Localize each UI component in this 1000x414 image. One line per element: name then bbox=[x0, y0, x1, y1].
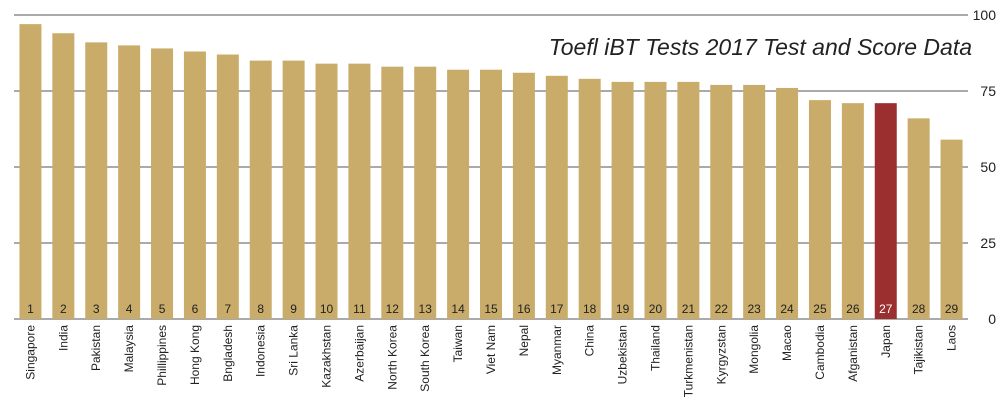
rank-label: 22 bbox=[715, 302, 729, 316]
bar bbox=[348, 63, 371, 319]
bar bbox=[315, 63, 338, 319]
rank-label: 4 bbox=[126, 302, 133, 316]
bar bbox=[808, 100, 831, 320]
bar bbox=[19, 24, 42, 320]
bar bbox=[480, 69, 502, 319]
bar bbox=[677, 81, 700, 319]
x-tick-label: Pakistan bbox=[89, 325, 103, 371]
bar bbox=[710, 84, 733, 319]
rank-label: 19 bbox=[616, 302, 630, 316]
x-tick-label: Macao bbox=[780, 325, 794, 361]
y-tick-label: 25 bbox=[980, 235, 996, 251]
bar bbox=[118, 45, 141, 320]
x-tick-label: Taiwan bbox=[451, 325, 465, 362]
rank-label: 15 bbox=[484, 302, 498, 316]
rank-label: 10 bbox=[320, 302, 334, 316]
x-tick-label: Nepal bbox=[517, 325, 531, 356]
rank-label: 14 bbox=[451, 302, 465, 316]
rank-label: 17 bbox=[550, 302, 564, 316]
x-tick-label: Uzbekistan bbox=[616, 325, 630, 384]
rank-label: 8 bbox=[257, 302, 264, 316]
bar bbox=[52, 33, 75, 320]
rank-label: 1 bbox=[27, 302, 34, 316]
x-tick-label: Cambodia bbox=[813, 325, 827, 380]
rank-label: 20 bbox=[649, 302, 663, 316]
y-tick-label: 50 bbox=[980, 159, 996, 175]
rank-label: 26 bbox=[846, 302, 860, 316]
x-tick-label: Kyrgyzstan bbox=[714, 325, 728, 384]
x-tick-label: Hong Kong bbox=[188, 325, 202, 385]
rank-label: 25 bbox=[813, 302, 827, 316]
bar bbox=[940, 139, 963, 319]
y-tick-label: 0 bbox=[988, 311, 996, 327]
rank-label: 28 bbox=[912, 302, 926, 316]
bar bbox=[611, 81, 634, 319]
x-tick-label: China bbox=[583, 325, 597, 357]
rank-label: 11 bbox=[353, 302, 366, 316]
rank-label: 13 bbox=[419, 302, 433, 316]
rank-label: 3 bbox=[93, 302, 100, 316]
x-tick-label: Afganistan bbox=[846, 325, 860, 382]
bar bbox=[578, 78, 601, 319]
bar bbox=[447, 69, 470, 319]
bar bbox=[644, 81, 667, 319]
x-tick-label: Kazakhstan bbox=[320, 325, 334, 388]
x-tick-label: Myanmar bbox=[550, 325, 564, 375]
x-tick-label: South Korea bbox=[418, 325, 432, 392]
x-tick-label: Tajikistan bbox=[912, 325, 926, 374]
bar bbox=[216, 54, 239, 320]
bar bbox=[776, 87, 799, 320]
rank-label: 23 bbox=[747, 302, 761, 316]
x-tick-label: Mongolia bbox=[747, 325, 761, 374]
rank-label: 7 bbox=[224, 302, 231, 316]
bar bbox=[743, 84, 766, 319]
x-tick-label: Sri Lanka bbox=[287, 325, 301, 376]
rank-label: 24 bbox=[780, 302, 794, 316]
bar bbox=[545, 75, 568, 319]
x-tick-label: North Korea bbox=[385, 325, 399, 390]
bar bbox=[874, 103, 897, 319]
rank-label: 6 bbox=[192, 302, 199, 316]
bar bbox=[249, 60, 272, 319]
chart-title: Toefl iBT Tests 2017 Test and Score Data bbox=[548, 34, 972, 60]
x-tick-label: Thailand bbox=[648, 325, 662, 371]
rank-label: 16 bbox=[517, 302, 531, 316]
rank-label: 21 bbox=[682, 302, 696, 316]
x-tick-label: Laos bbox=[945, 325, 959, 351]
rank-label: 18 bbox=[583, 302, 597, 316]
bar bbox=[841, 103, 864, 319]
rank-label: 9 bbox=[290, 302, 297, 316]
x-tick-label: Turkmenistan bbox=[681, 325, 695, 397]
x-tick-label: Bngladesh bbox=[221, 325, 235, 382]
bar bbox=[282, 60, 305, 319]
bar bbox=[512, 72, 535, 319]
x-tick-label: Malaysia bbox=[122, 325, 136, 373]
x-tick-label: Viet Nam bbox=[484, 325, 498, 374]
bar bbox=[414, 66, 437, 320]
rank-label: 12 bbox=[386, 302, 400, 316]
x-tick-label: Indonesia bbox=[254, 325, 268, 377]
x-tick-label: Azerbaijan bbox=[352, 325, 366, 382]
rank-label: 27 bbox=[879, 302, 893, 316]
bar bbox=[381, 66, 404, 320]
x-tick-label: India bbox=[56, 325, 70, 351]
x-tick-label: Singapore bbox=[23, 325, 37, 380]
bar bbox=[183, 51, 206, 319]
rank-label: 29 bbox=[945, 302, 959, 316]
rank-label: 2 bbox=[60, 302, 67, 316]
x-tick-label: Phillippines bbox=[155, 325, 169, 386]
y-tick-label: 100 bbox=[973, 7, 997, 23]
bar bbox=[151, 48, 174, 319]
bar bbox=[85, 42, 108, 320]
y-tick-label: 75 bbox=[980, 83, 996, 99]
x-tick-label: Japan bbox=[879, 325, 893, 358]
bar bbox=[907, 118, 930, 319]
rank-label: 5 bbox=[159, 302, 166, 316]
